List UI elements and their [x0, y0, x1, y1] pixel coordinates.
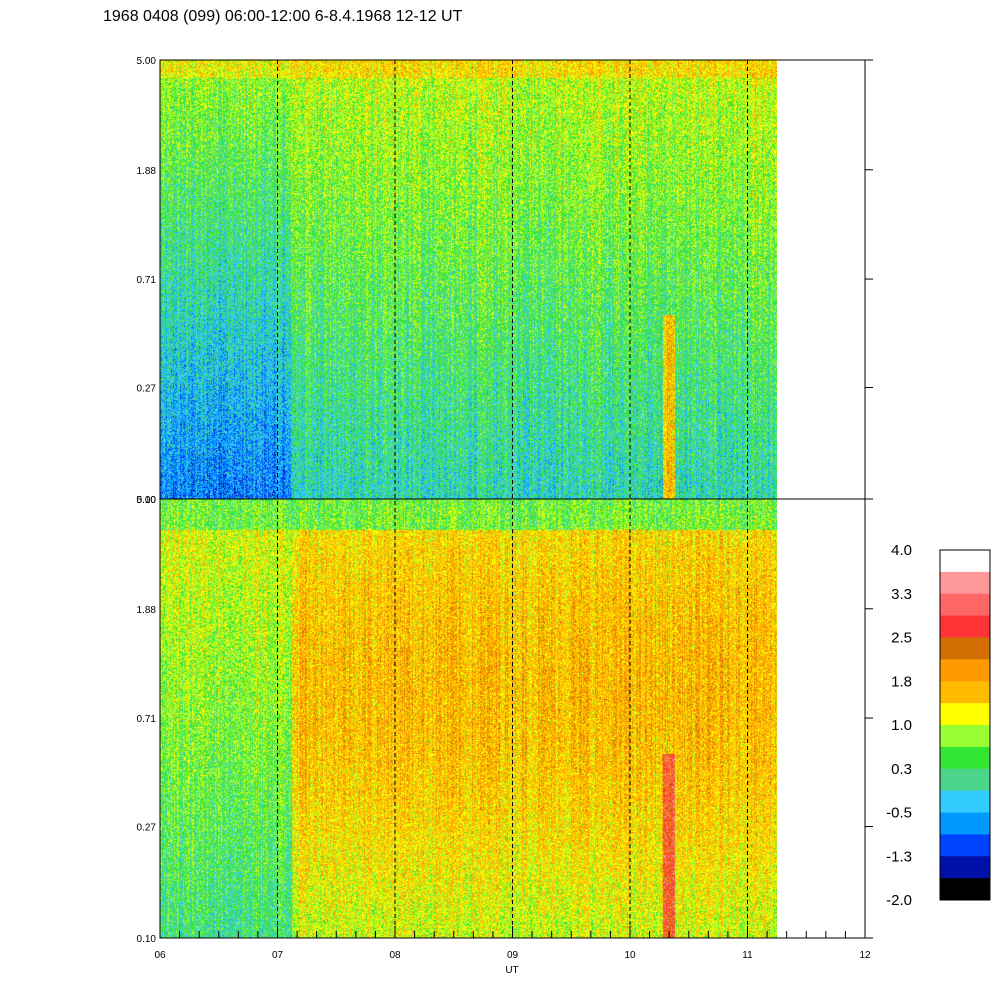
x-tick-label: 12: [859, 950, 871, 961]
heatmap-layer: [160, 60, 777, 938]
x-tick-label: 06: [154, 950, 166, 961]
x-tick-label: 08: [389, 950, 401, 961]
colorbar-label: -2.0: [886, 892, 912, 909]
colorbar-label: 2.5: [891, 630, 912, 647]
colorbar-label: 3.3: [891, 586, 912, 603]
x-axis-label: UT: [505, 965, 518, 976]
y-tick-label: 0.71: [137, 275, 157, 286]
colorbar-segment: [940, 593, 990, 617]
colorbar-segment: [940, 637, 990, 660]
colorbar-segment: [940, 703, 990, 726]
chart-title: 1968 0408 (099) 06:00-12:00 6-8.4.1968 1…: [103, 8, 463, 25]
spectrogram-top: [160, 60, 777, 499]
y-tick-label: 5.00: [137, 56, 157, 67]
y-tick-label: 0.10: [137, 934, 157, 945]
x-tick-label: 11: [742, 950, 753, 961]
y-tick-label: 0.71: [137, 714, 157, 725]
hour-gridlines: [277, 60, 748, 938]
colorbar-segment: [940, 790, 990, 813]
y-tick-label: 0.27: [137, 384, 157, 395]
colorbar-segment: [940, 725, 990, 748]
y-tick-label: 5.00: [137, 495, 157, 506]
colorbar-segment: [940, 768, 990, 792]
colorbar-segment: [940, 878, 990, 901]
colorbar-segment: [940, 746, 990, 770]
y-tick-label: 0.27: [137, 823, 157, 834]
colorbar-label: 1.0: [891, 717, 912, 734]
colorbar: 4.0 3.3 2.5 1.8 1.0 0.3 -0.5 -1.3 -2.0: [886, 542, 991, 909]
y-tick-label: 0.10: [137, 495, 157, 506]
colorbar-segment: [940, 812, 990, 835]
x-tick-label: 09: [507, 950, 519, 961]
colorbar-segment: [940, 550, 990, 573]
colorbar-label: -1.3: [886, 848, 912, 865]
y-tick-label: 1.88: [137, 166, 157, 177]
colorbar-label: 0.3: [891, 761, 912, 778]
colorbar-label: -0.5: [886, 805, 912, 822]
colorbar-segment: [940, 681, 990, 704]
colorbar-segment: [940, 615, 990, 638]
colorbar-frame: [939, 549, 991, 901]
y-tick-label: 1.88: [137, 605, 157, 616]
colorbar-segment: [940, 659, 990, 682]
spectrogram-bottom: [160, 499, 777, 938]
colorbar-label: 4.0: [891, 542, 912, 559]
x-tick-label: 07: [272, 950, 284, 961]
colorbar-segment: [940, 571, 990, 595]
x-tick-label: 10: [624, 950, 636, 961]
colorbar-segment: [940, 856, 990, 879]
colorbar-segment: [940, 834, 990, 857]
axes-layer: 0.100.270.711.885.000.100.270.711.885.00…: [137, 56, 873, 961]
colorbar-label: 1.8: [891, 673, 912, 690]
